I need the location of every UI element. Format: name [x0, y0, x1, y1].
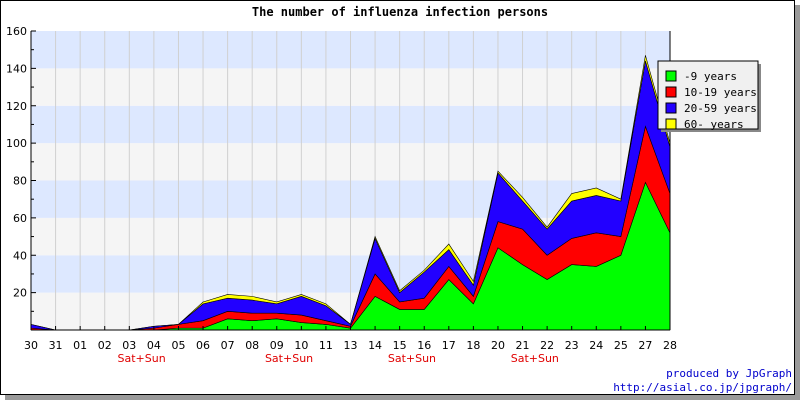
x-tick-label: 09 [270, 339, 284, 352]
x-tick-label: 30 [24, 339, 38, 352]
x-tick-label: 15 [393, 339, 407, 352]
x-tick-label: 18 [466, 339, 480, 352]
x-tick-label: 10 [294, 339, 308, 352]
x-tick-labels: 30 31 01 02 03 04 05 06 07 08 09 10 11 13 14 15 16 17 18 20… [24, 326, 677, 352]
y-tick-labels: 20 40 60 80 100 120 140 160 [6, 25, 36, 312]
x-tick-label: 27 [638, 339, 652, 352]
x-tick-label: 23 [565, 339, 579, 352]
x-tick-label: 16 [417, 339, 431, 352]
credit-line-1: produced by JpGraph [666, 367, 792, 380]
legend: -9 years 10-19 years 20-59 years 60- years [657, 60, 761, 132]
x-tick-label: 13 [344, 339, 358, 352]
weekend-label: Sat+Sun [118, 352, 166, 365]
legend-swatch [665, 102, 677, 114]
x-tick-label: 03 [122, 339, 136, 352]
weekend-label: Sat+Sun [511, 352, 559, 365]
x-tick-label: 11 [319, 339, 333, 352]
x-tick-label: 01 [73, 339, 87, 352]
y-tick-label: 60 [13, 212, 27, 225]
legend-label: 60- years [684, 118, 744, 131]
x-tick-label: 07 [221, 339, 235, 352]
x-tick-label: 14 [368, 339, 382, 352]
credit-url[interactable]: http://asial.co.jp/jpgraph/ [613, 381, 792, 394]
y-tick-label: 40 [13, 249, 27, 262]
x-tick-label: 02 [98, 339, 112, 352]
x-tick-label: 28 [663, 339, 677, 352]
legend-swatch [665, 86, 677, 98]
x-tick-label: 25 [614, 339, 628, 352]
weekend-annotations: Sat+Sun Sat+Sun Sat+Sun Sat+Sun [118, 352, 559, 365]
x-tick-label: 06 [196, 339, 210, 352]
legend-label: 20-59 years [684, 102, 757, 115]
y-tick-label: 160 [6, 25, 27, 38]
x-tick-label: 22 [540, 339, 554, 352]
x-tick-label: 31 [49, 339, 63, 352]
legend-swatch [665, 70, 677, 82]
y-tick-label: 100 [6, 137, 27, 150]
x-tick-label: 04 [147, 339, 161, 352]
legend-label: -9 years [684, 70, 737, 83]
x-tick-label: 08 [245, 339, 259, 352]
x-tick-label: 17 [442, 339, 456, 352]
y-tick-label: 120 [6, 100, 27, 113]
legend-label: 10-19 years [684, 86, 757, 99]
chart-title: The number of influenza infection person… [252, 5, 548, 19]
y-tick-label: 80 [13, 175, 27, 188]
weekend-label: Sat+Sun [265, 352, 313, 365]
y-tick-label: 140 [6, 62, 27, 75]
legend-swatch [665, 118, 677, 130]
x-tick-label: 21 [516, 339, 530, 352]
y-tick-label: 20 [13, 287, 27, 300]
x-tick-label: 24 [589, 339, 603, 352]
weekend-label: Sat+Sun [388, 352, 436, 365]
x-tick-label: 05 [171, 339, 185, 352]
x-tick-label: 20 [491, 339, 505, 352]
